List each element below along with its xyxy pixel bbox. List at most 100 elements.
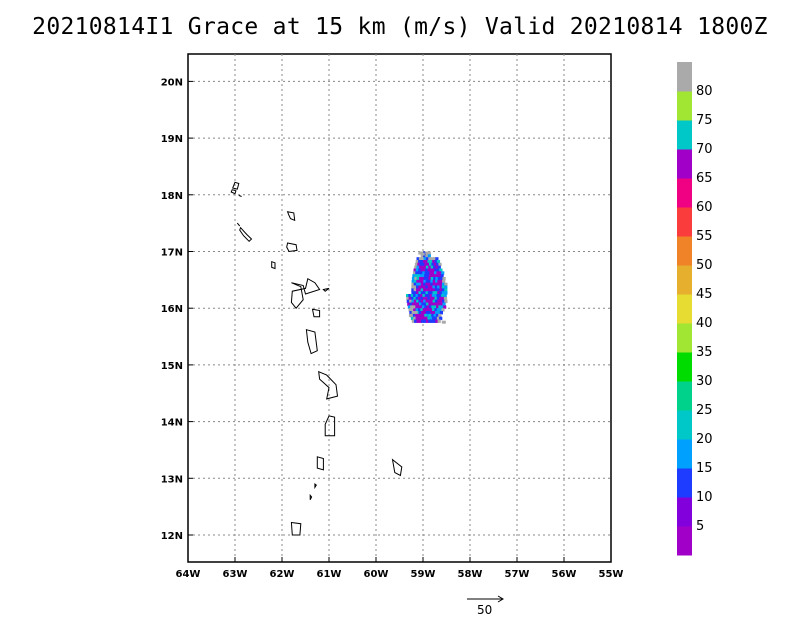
swath-cell [435, 319, 439, 323]
swath-cell [422, 294, 426, 298]
swath-cell [428, 274, 432, 278]
colorbar-label: 50 [696, 258, 713, 273]
swath-cell [411, 282, 415, 287]
swath-cell [444, 288, 448, 292]
swath-cell [436, 294, 440, 298]
colorbar-label: 5 [696, 519, 704, 534]
swath-cell [420, 288, 424, 292]
swath-cell [438, 305, 442, 309]
swath-cell [440, 302, 444, 306]
swath-cell [423, 288, 427, 292]
swath-cell [416, 291, 420, 295]
swath-cell [439, 279, 443, 284]
swath-cell [420, 282, 424, 287]
swath-cell [435, 302, 439, 306]
swath-cell [423, 254, 427, 258]
swath-cell [435, 274, 439, 278]
swath-cell [427, 282, 431, 287]
map-gridlines [187, 54, 612, 562]
swath-cell [433, 265, 437, 270]
colorbar-swatch [677, 468, 692, 498]
swath-cell [437, 311, 441, 315]
swath-cell [432, 268, 436, 272]
swath-cell [437, 288, 441, 292]
colorbar-label: 80 [696, 84, 713, 99]
swath-cell [420, 296, 424, 301]
x-tick-label: 58W [458, 569, 483, 580]
swath-cell [421, 257, 425, 261]
swath-cell [418, 260, 422, 264]
swath-cell [440, 274, 444, 278]
coastline-grenada [290, 521, 302, 536]
latitude-tick-labels: 12N 13N 14N 15N 16N 17N 18N 19N 20N [161, 77, 183, 542]
swath-cell [414, 274, 418, 278]
swath-cell [427, 285, 431, 289]
swath-cell [433, 277, 437, 281]
swath-cell [411, 285, 415, 289]
swath-cell [435, 265, 439, 270]
swath-cell [416, 319, 420, 323]
coastline-st-martin [230, 189, 237, 195]
swath-cell [413, 316, 417, 321]
swath-cell [423, 279, 427, 284]
swath-cell [421, 277, 425, 281]
swath-cell [411, 299, 415, 304]
swath-cell [430, 279, 434, 284]
swath-cell [414, 305, 419, 309]
swath-cell [418, 257, 423, 261]
swath-cell [422, 296, 426, 301]
colorbar-swatch [677, 410, 692, 440]
swath-cell [418, 311, 422, 315]
swath-cell [444, 285, 448, 289]
colorbar-labels: 5 10 15 20 25 30 35 40 45 50 55 60 65 70 75 80 [696, 84, 713, 534]
x-tick-label: 57W [505, 569, 530, 580]
swath-cell [421, 319, 425, 323]
swath-cell [438, 294, 443, 298]
swath-cell [423, 319, 427, 323]
colorbar-label: 60 [696, 200, 713, 215]
swath-cell [421, 302, 425, 306]
swath-cell [429, 260, 433, 264]
swath-cell [417, 262, 421, 267]
swath-cell [434, 268, 438, 272]
swath-cell [421, 313, 425, 318]
coastline-martinique [318, 370, 339, 400]
swath-cell [425, 265, 430, 270]
swath-cell [424, 274, 428, 278]
swath-cell [409, 302, 413, 306]
x-tick-label: 59W [411, 569, 436, 580]
reference-vector-arrowhead [497, 595, 504, 603]
swath-cell [430, 291, 434, 295]
swath-cell [411, 302, 416, 306]
swath-cell [431, 294, 435, 298]
longitude-tick-labels: 64W 63W 62W 61W 60W 59W 58W 57W 56W 55W [176, 569, 624, 580]
swath-cell [434, 316, 438, 321]
swath-cell [427, 251, 431, 255]
swath-cell [426, 274, 430, 278]
y-tick-label: 16N [161, 304, 183, 315]
coastline-grenadine-1 [309, 493, 313, 501]
swath-cell [419, 271, 424, 275]
swath-cell [436, 308, 440, 312]
swath-cell [425, 257, 430, 261]
colorbar-label: 70 [696, 142, 713, 157]
swath-cell [414, 265, 418, 270]
swath-cell [420, 316, 424, 321]
swath-fringe-cell [441, 320, 446, 324]
swath-cell [420, 308, 424, 312]
swath-cell [423, 291, 427, 295]
swath-fringe-cell [413, 311, 418, 314]
swath-cell [428, 311, 432, 315]
swath-cell [418, 299, 422, 304]
swath-cell [409, 311, 413, 315]
swath-cell [425, 268, 429, 272]
swath-cell [426, 305, 430, 309]
swath-cell [432, 319, 437, 323]
swath-cell [429, 308, 433, 312]
swath-cell [412, 271, 417, 275]
swath-cell [416, 302, 420, 306]
swath-cell [428, 265, 432, 270]
swath-cell [425, 299, 429, 304]
